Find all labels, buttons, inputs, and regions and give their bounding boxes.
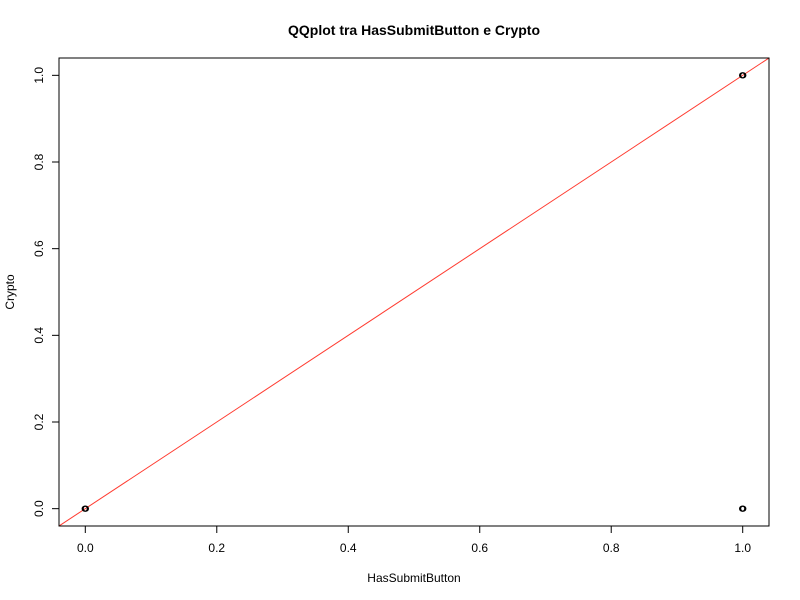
x-tick-label: 0.4 [340, 541, 357, 555]
data-point [740, 505, 747, 512]
y-tick-label: 1.0 [32, 67, 46, 84]
plot-area [58, 57, 770, 527]
data-point [82, 505, 89, 512]
x-tick-label: 1.0 [734, 541, 751, 555]
chart-title: QQplot tra HasSubmitButton e Crypto [288, 22, 540, 38]
x-tick-label: 0.2 [208, 541, 225, 555]
x-axis-label: HasSubmitButton [367, 571, 460, 585]
y-axis-label: Crypto [3, 274, 17, 310]
plot-frame [58, 57, 770, 527]
reference-line [59, 58, 769, 526]
axis-ticks: 0.0 0.2 0.4 0.6 0.8 1.0 0.0 0.2 0.4 0.6 0.8 1.0 [32, 67, 751, 555]
y-tick-label: 0.2 [32, 413, 46, 430]
y-tick-label: 0.6 [32, 240, 46, 257]
y-tick-label: 0.4 [32, 327, 46, 344]
x-tick-label: 0.0 [77, 541, 94, 555]
y-tick-label: 0.8 [32, 153, 46, 170]
x-tick-label: 0.8 [603, 541, 620, 555]
data-point [740, 72, 747, 79]
y-tick-label: 0.0 [32, 500, 46, 517]
x-tick-label: 0.6 [471, 541, 488, 555]
